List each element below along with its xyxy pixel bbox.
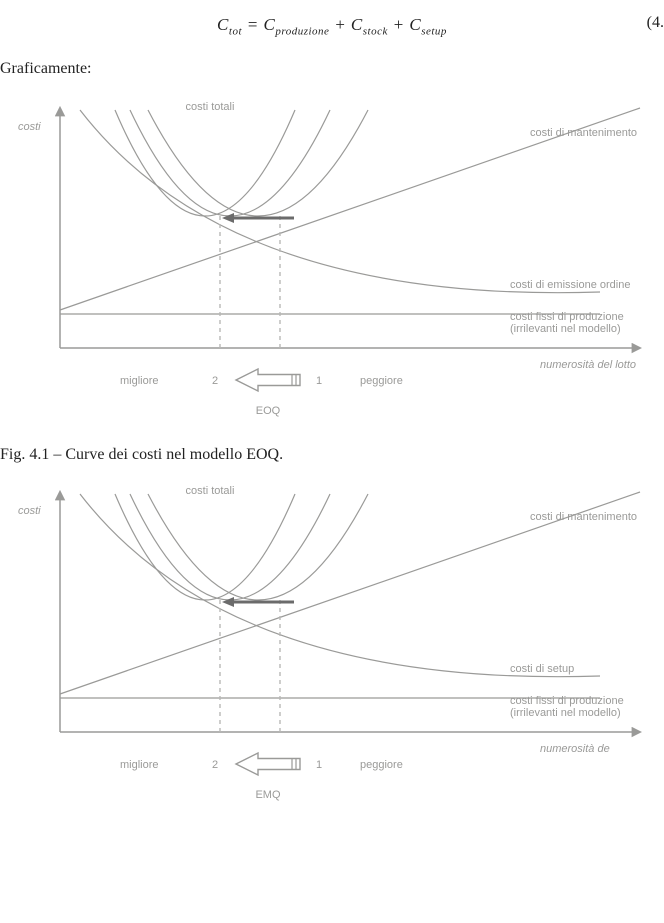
eq-t1-sub: produzione [275,25,329,37]
svg-text:costi fissi di produzione: costi fissi di produzione [510,311,624,323]
eq-t3: C [409,15,421,34]
svg-text:numerosità de: numerosità de [540,743,610,755]
text-graficamente: Graficamente: [0,60,664,78]
eq-t2: C [351,15,363,34]
svg-text:1: 1 [316,759,322,771]
eq-sign: = [242,15,263,34]
svg-text:costi di emissione ordine: costi di emissione ordine [510,279,630,291]
eq-t3-sub: setup [421,25,447,37]
eq-plus2: + [388,15,409,34]
svg-text:2: 2 [212,375,218,387]
svg-text:(irrilevanti nel modello): (irrilevanti nel modello) [510,707,621,719]
equation-number: (4. [647,14,664,32]
equation: Ctot = Cproduzione + Cstock + Csetup [217,15,447,37]
svg-text:costi totali: costi totali [186,485,235,497]
equation-row: Ctot = Cproduzione + Cstock + Csetup (4. [0,6,664,46]
svg-text:peggiore: peggiore [360,759,403,771]
eq-t2-sub: stock [363,25,388,37]
svg-text:1: 1 [316,375,322,387]
svg-text:costi di mantenimento: costi di mantenimento [530,511,637,523]
svg-text:migliore: migliore [120,759,159,771]
svg-text:numerosità del lotto: numerosità del lotto [540,359,636,371]
svg-text:costi totali: costi totali [186,101,235,113]
fig-4-1-caption: Fig. 4.1 – Curve dei costi nel modello E… [0,446,664,464]
chart-eoq: costi costi totali costi di mantenimento co… [0,88,664,428]
svg-text:EOQ: EOQ [256,405,281,417]
eq-lhs-sub: tot [229,25,242,37]
svg-text:costi fissi di produzione: costi fissi di produzione [510,695,624,707]
svg-text:costi di mantenimento: costi di mantenimento [530,127,637,139]
eq-t1: C [264,15,276,34]
svg-text:costi di setup: costi di setup [510,663,574,675]
eq-lhs: C [217,15,229,34]
svg-text:costi: costi [18,121,41,133]
svg-text:costi: costi [18,505,41,517]
svg-text:2: 2 [212,759,218,771]
svg-text:peggiore: peggiore [360,375,403,387]
chart-emq: costi costi totali costi di mantenimento co… [0,472,664,812]
svg-text:migliore: migliore [120,375,159,387]
svg-text:EMQ: EMQ [255,789,281,801]
svg-text:(irrilevanti nel modello): (irrilevanti nel modello) [510,323,621,335]
eq-plus1: + [329,15,350,34]
